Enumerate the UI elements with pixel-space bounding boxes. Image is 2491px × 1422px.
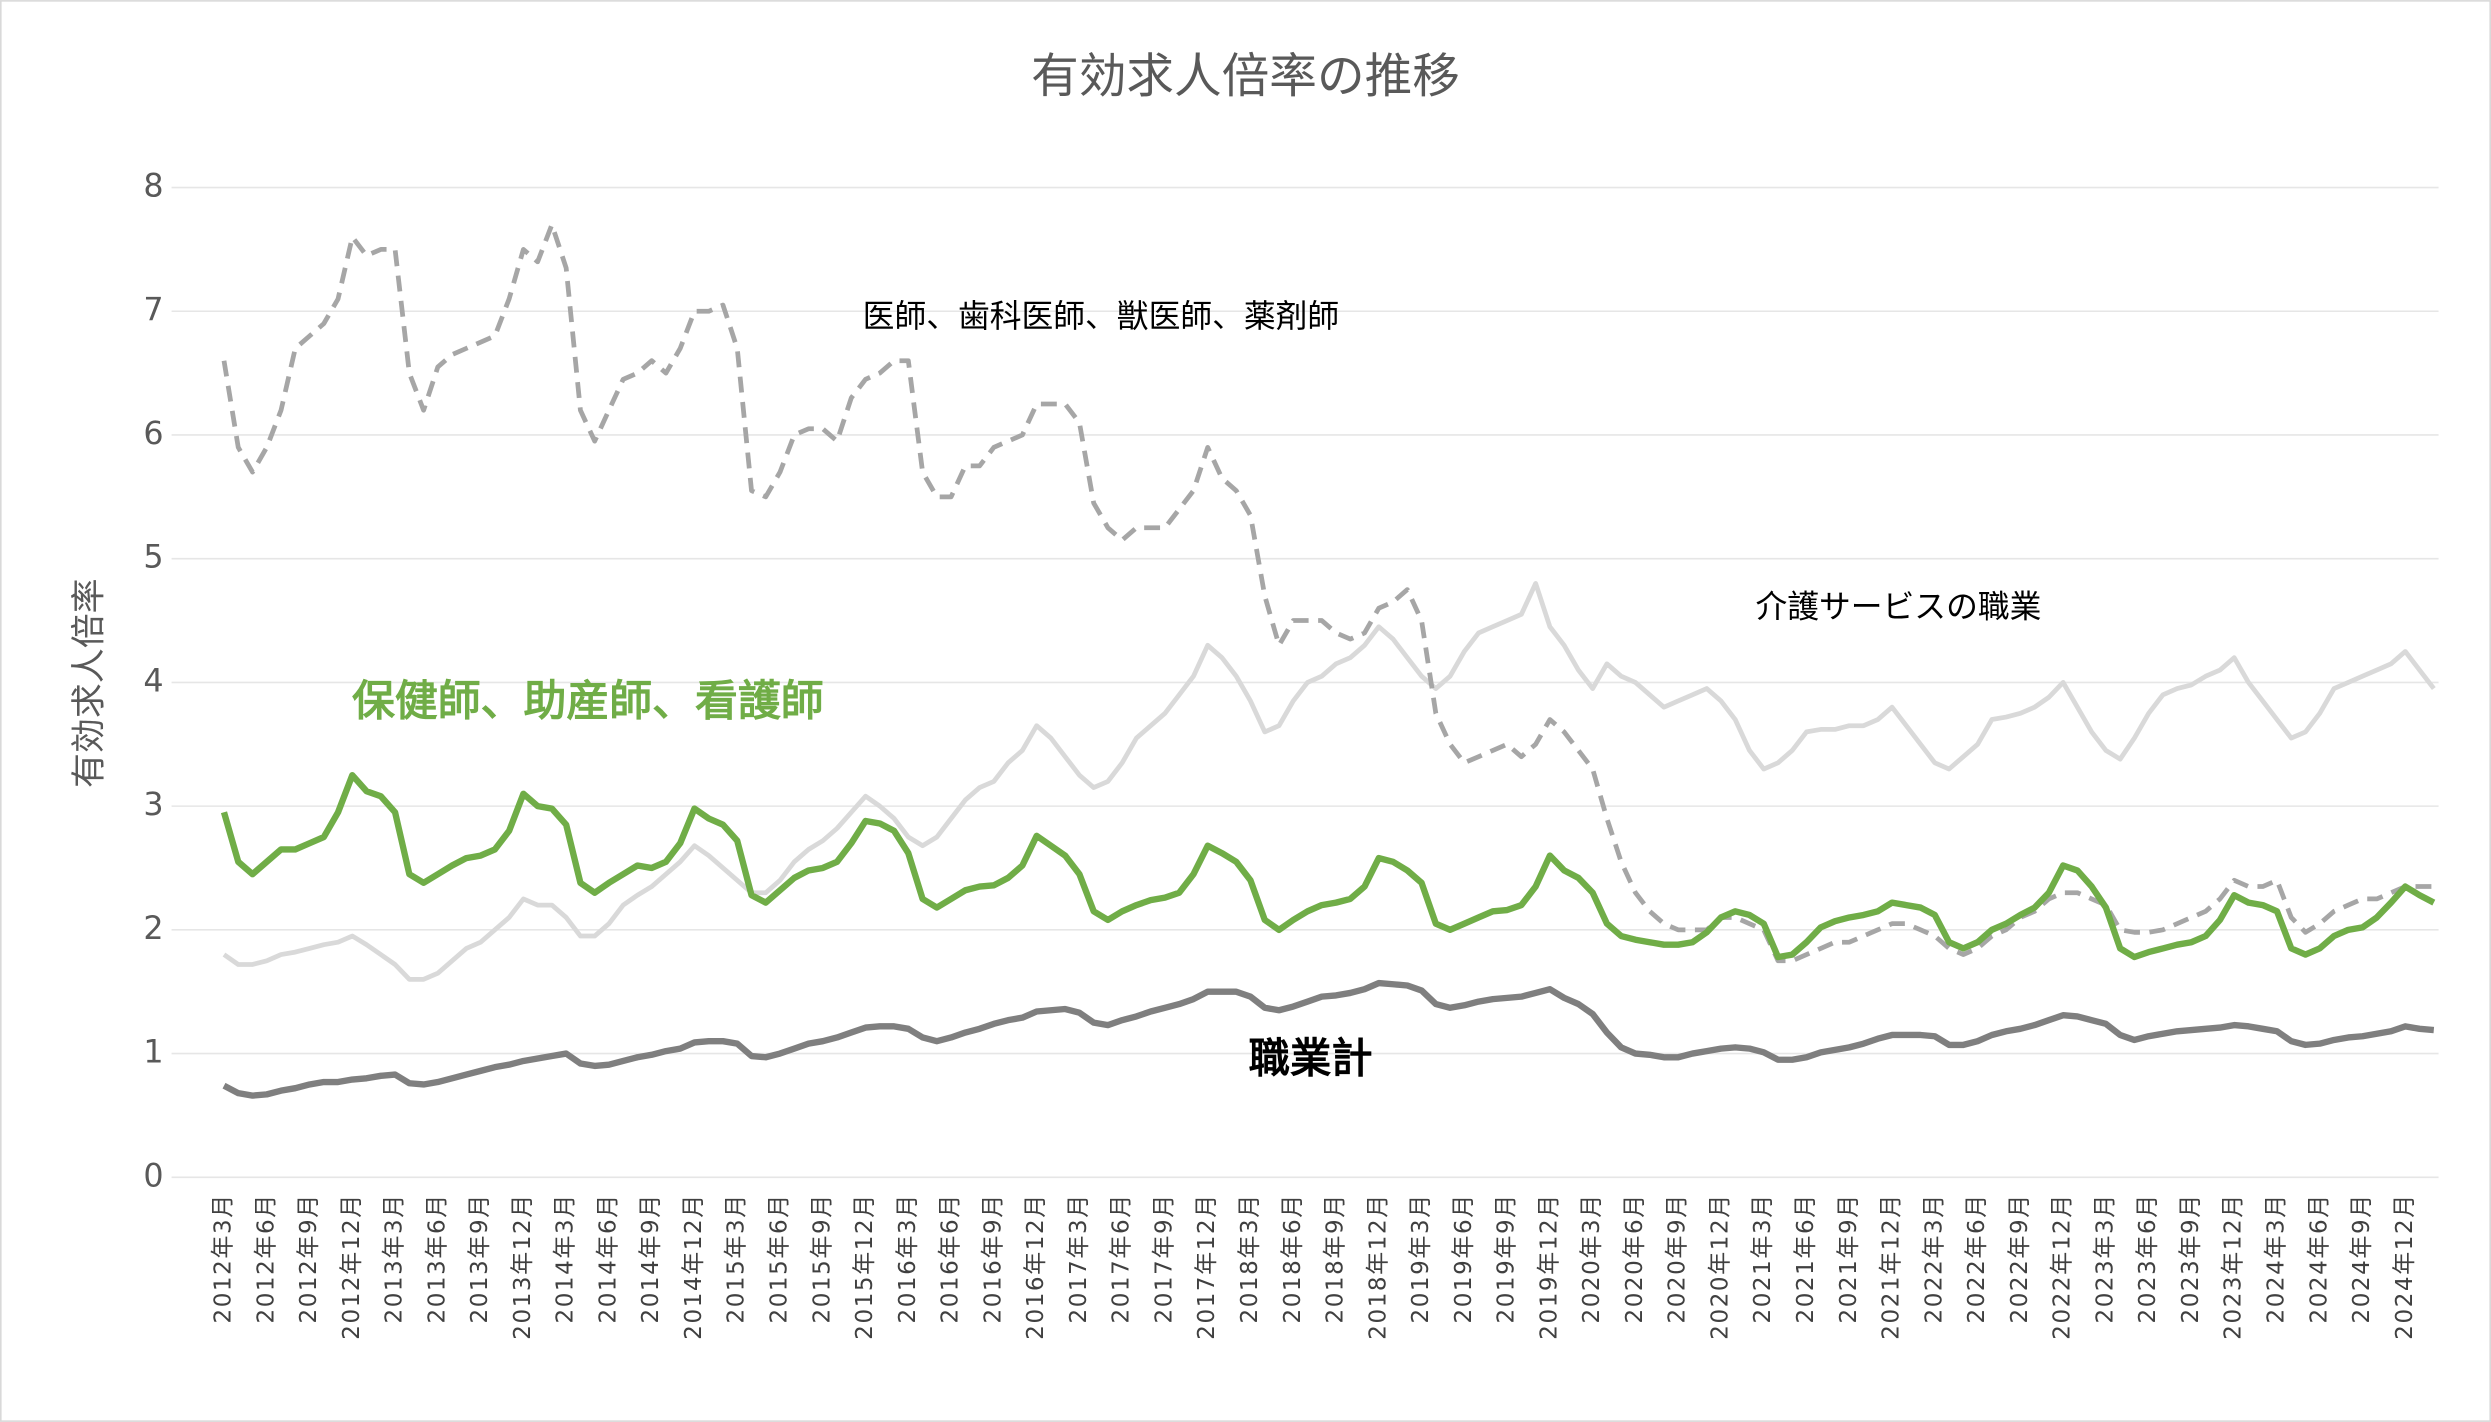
x-tick-label: 2013年3月 <box>382 1193 408 1323</box>
y-tick-label: 2 <box>143 911 163 947</box>
x-tick-label: 2024年9月 <box>2349 1193 2375 1323</box>
x-tick-label: 2023年6月 <box>2135 1193 2161 1323</box>
x-tick-label: 2022年9月 <box>2007 1193 2033 1323</box>
x-tick-label: 2014年9月 <box>638 1193 664 1323</box>
x-tick-label: 2022年12月 <box>2050 1193 2076 1340</box>
y-tick-label: 3 <box>143 787 163 823</box>
y-axis-label: 有効求人倍率 <box>70 578 110 788</box>
series-label: 保健師、助産師、看護師 <box>352 676 824 726</box>
x-tick-label: 2012年12月 <box>339 1193 365 1340</box>
x-tick-label: 2019年6月 <box>1451 1193 1477 1323</box>
series-line <box>221 222 2434 964</box>
x-tick-label: 2014年12月 <box>681 1193 707 1340</box>
x-tick-label: 2018年9月 <box>1323 1193 1349 1323</box>
x-tick-label: 2024年3月 <box>2263 1193 2289 1323</box>
x-tick-label: 2019年12月 <box>1536 1193 1562 1340</box>
x-tick-label: 2017年12月 <box>1194 1193 1220 1340</box>
x-tick-label: 2020年3月 <box>1579 1193 1605 1323</box>
x-tick-label: 2023年12月 <box>2221 1193 2247 1340</box>
x-tick-label: 2013年6月 <box>424 1193 450 1323</box>
x-tick-label: 2018年12月 <box>1365 1193 1391 1340</box>
x-tick-label: 2021年6月 <box>1793 1193 1819 1323</box>
x-tick-label: 2020年6月 <box>1622 1193 1648 1323</box>
y-tick-label: 5 <box>143 540 163 576</box>
y-tick-label: 7 <box>143 292 163 328</box>
x-tick-label: 2013年9月 <box>467 1193 493 1323</box>
series-label: 職業計 <box>1249 1034 1373 1082</box>
x-tick-label: 2018年3月 <box>1237 1193 1263 1323</box>
series-line <box>222 581 2436 982</box>
y-tick-label: 8 <box>143 169 163 205</box>
x-tick-label: 2020年9月 <box>1665 1193 1691 1323</box>
x-tick-label: 2019年3月 <box>1408 1193 1434 1323</box>
x-tick-label: 2017年9月 <box>1151 1193 1177 1323</box>
x-tick-label: 2015年6月 <box>767 1193 793 1323</box>
x-tick-label: 2021年9月 <box>1836 1193 1862 1323</box>
series-label: 医師、歯科医師、獣医師、薬剤師 <box>863 299 1339 335</box>
x-tick-label: 2019年9月 <box>1494 1193 1520 1323</box>
x-tick-label: 2016年3月 <box>895 1193 921 1323</box>
x-tick-label: 2015年9月 <box>809 1193 835 1323</box>
x-tick-label: 2015年12月 <box>852 1193 878 1340</box>
x-tick-label: 2017年6月 <box>1109 1193 1135 1323</box>
y-tick-label: 1 <box>143 1035 163 1071</box>
x-tick-label: 2013年12月 <box>510 1193 536 1340</box>
y-tick-label: 6 <box>143 416 163 452</box>
x-tick-label: 2021年12月 <box>1879 1193 1905 1340</box>
x-tick-label: 2018年6月 <box>1280 1193 1306 1323</box>
x-tick-label: 2024年12月 <box>2392 1193 2418 1340</box>
x-tick-label: 2016年12月 <box>1023 1193 1049 1340</box>
x-tick-label: 2014年6月 <box>595 1193 621 1323</box>
x-tick-label: 2014年3月 <box>553 1193 579 1323</box>
x-tick-label: 2021年3月 <box>1750 1193 1776 1323</box>
y-tick-label: 4 <box>143 663 163 699</box>
x-tick-label: 2023年3月 <box>2092 1193 2118 1323</box>
y-tick-label: 0 <box>143 1158 163 1194</box>
chart-title: 有効求人倍率の推移 <box>1031 50 1460 105</box>
x-tick-label: 2023年9月 <box>2178 1193 2204 1323</box>
x-tick-label: 2012年9月 <box>296 1193 322 1323</box>
x-tick-label: 2022年3月 <box>1921 1193 1947 1323</box>
x-tick-label: 2015年3月 <box>724 1193 750 1323</box>
x-tick-label: 2012年3月 <box>210 1193 236 1323</box>
x-tick-label: 2017年3月 <box>1066 1193 1092 1323</box>
x-tick-label: 2016年6月 <box>938 1193 964 1323</box>
x-tick-label: 2020年12月 <box>1707 1193 1733 1340</box>
x-tick-label: 2012年6月 <box>253 1193 279 1323</box>
x-tick-label: 2024年6月 <box>2306 1193 2332 1323</box>
series-line <box>220 772 2436 961</box>
x-tick-label: 2022年6月 <box>1964 1193 1990 1323</box>
series-line <box>222 979 2435 1099</box>
series-label: 介護サービスの職業 <box>1755 590 2041 626</box>
x-tick-label: 2016年9月 <box>980 1193 1006 1323</box>
